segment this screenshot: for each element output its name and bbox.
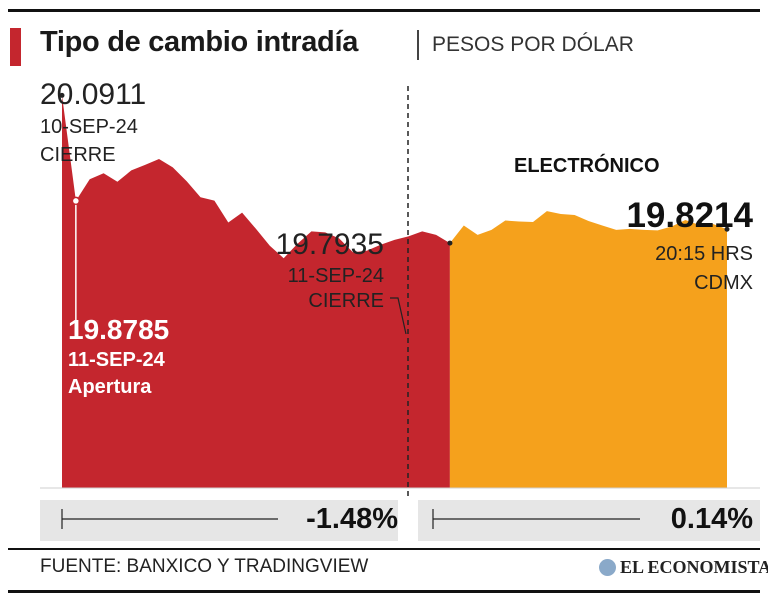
session-change-band — [40, 500, 398, 541]
electronic-place-label: CDMX — [694, 272, 753, 294]
electronic-title: ELECTRÓNICO — [514, 155, 660, 177]
start-cierre-label: CIERRE — [40, 144, 116, 166]
electronic-time-label: 20:15 HRS — [655, 243, 753, 265]
title-accent-bar — [10, 28, 21, 66]
electronic-change-band — [418, 500, 760, 541]
title-separator — [417, 30, 419, 60]
open-date-label: 11-SEP-24 — [68, 349, 165, 371]
open-apertura-label: Apertura — [68, 376, 152, 398]
source-note: FUENTE: BANXICO Y TRADINGVIEW — [40, 556, 369, 577]
start-date-label: 10-SEP-24 — [40, 116, 138, 138]
session-change-value: -1.48% — [306, 503, 398, 535]
electronic-value-label: 19.8214 — [626, 196, 753, 235]
session-area — [62, 95, 450, 489]
electronic-change-value: 0.14% — [670, 503, 753, 535]
brand-name: EL ECONOMISTA — [620, 557, 768, 577]
chart-subtitle: PESOS POR DÓLAR — [432, 33, 634, 56]
electronic-area — [449, 211, 727, 488]
start-value-label: 20.0911 — [40, 78, 147, 111]
close-date-label: 11-SEP-24 — [287, 265, 384, 287]
chart-title: Tipo de cambio intradía — [40, 26, 359, 58]
top-rule — [8, 9, 760, 12]
open-value-label: 19.8785 — [68, 314, 170, 345]
open-point — [71, 196, 81, 206]
start-close-point — [59, 92, 65, 98]
close-leader-line — [390, 297, 407, 335]
close-value-label: 19.7935 — [275, 228, 384, 261]
footer-rule — [8, 590, 760, 593]
electronic-last-point — [724, 226, 730, 232]
close-cierre-label: CIERRE — [308, 290, 384, 312]
session-close-point — [447, 240, 453, 246]
bottom-rule — [8, 548, 760, 550]
brand-logo-icon — [599, 559, 616, 576]
